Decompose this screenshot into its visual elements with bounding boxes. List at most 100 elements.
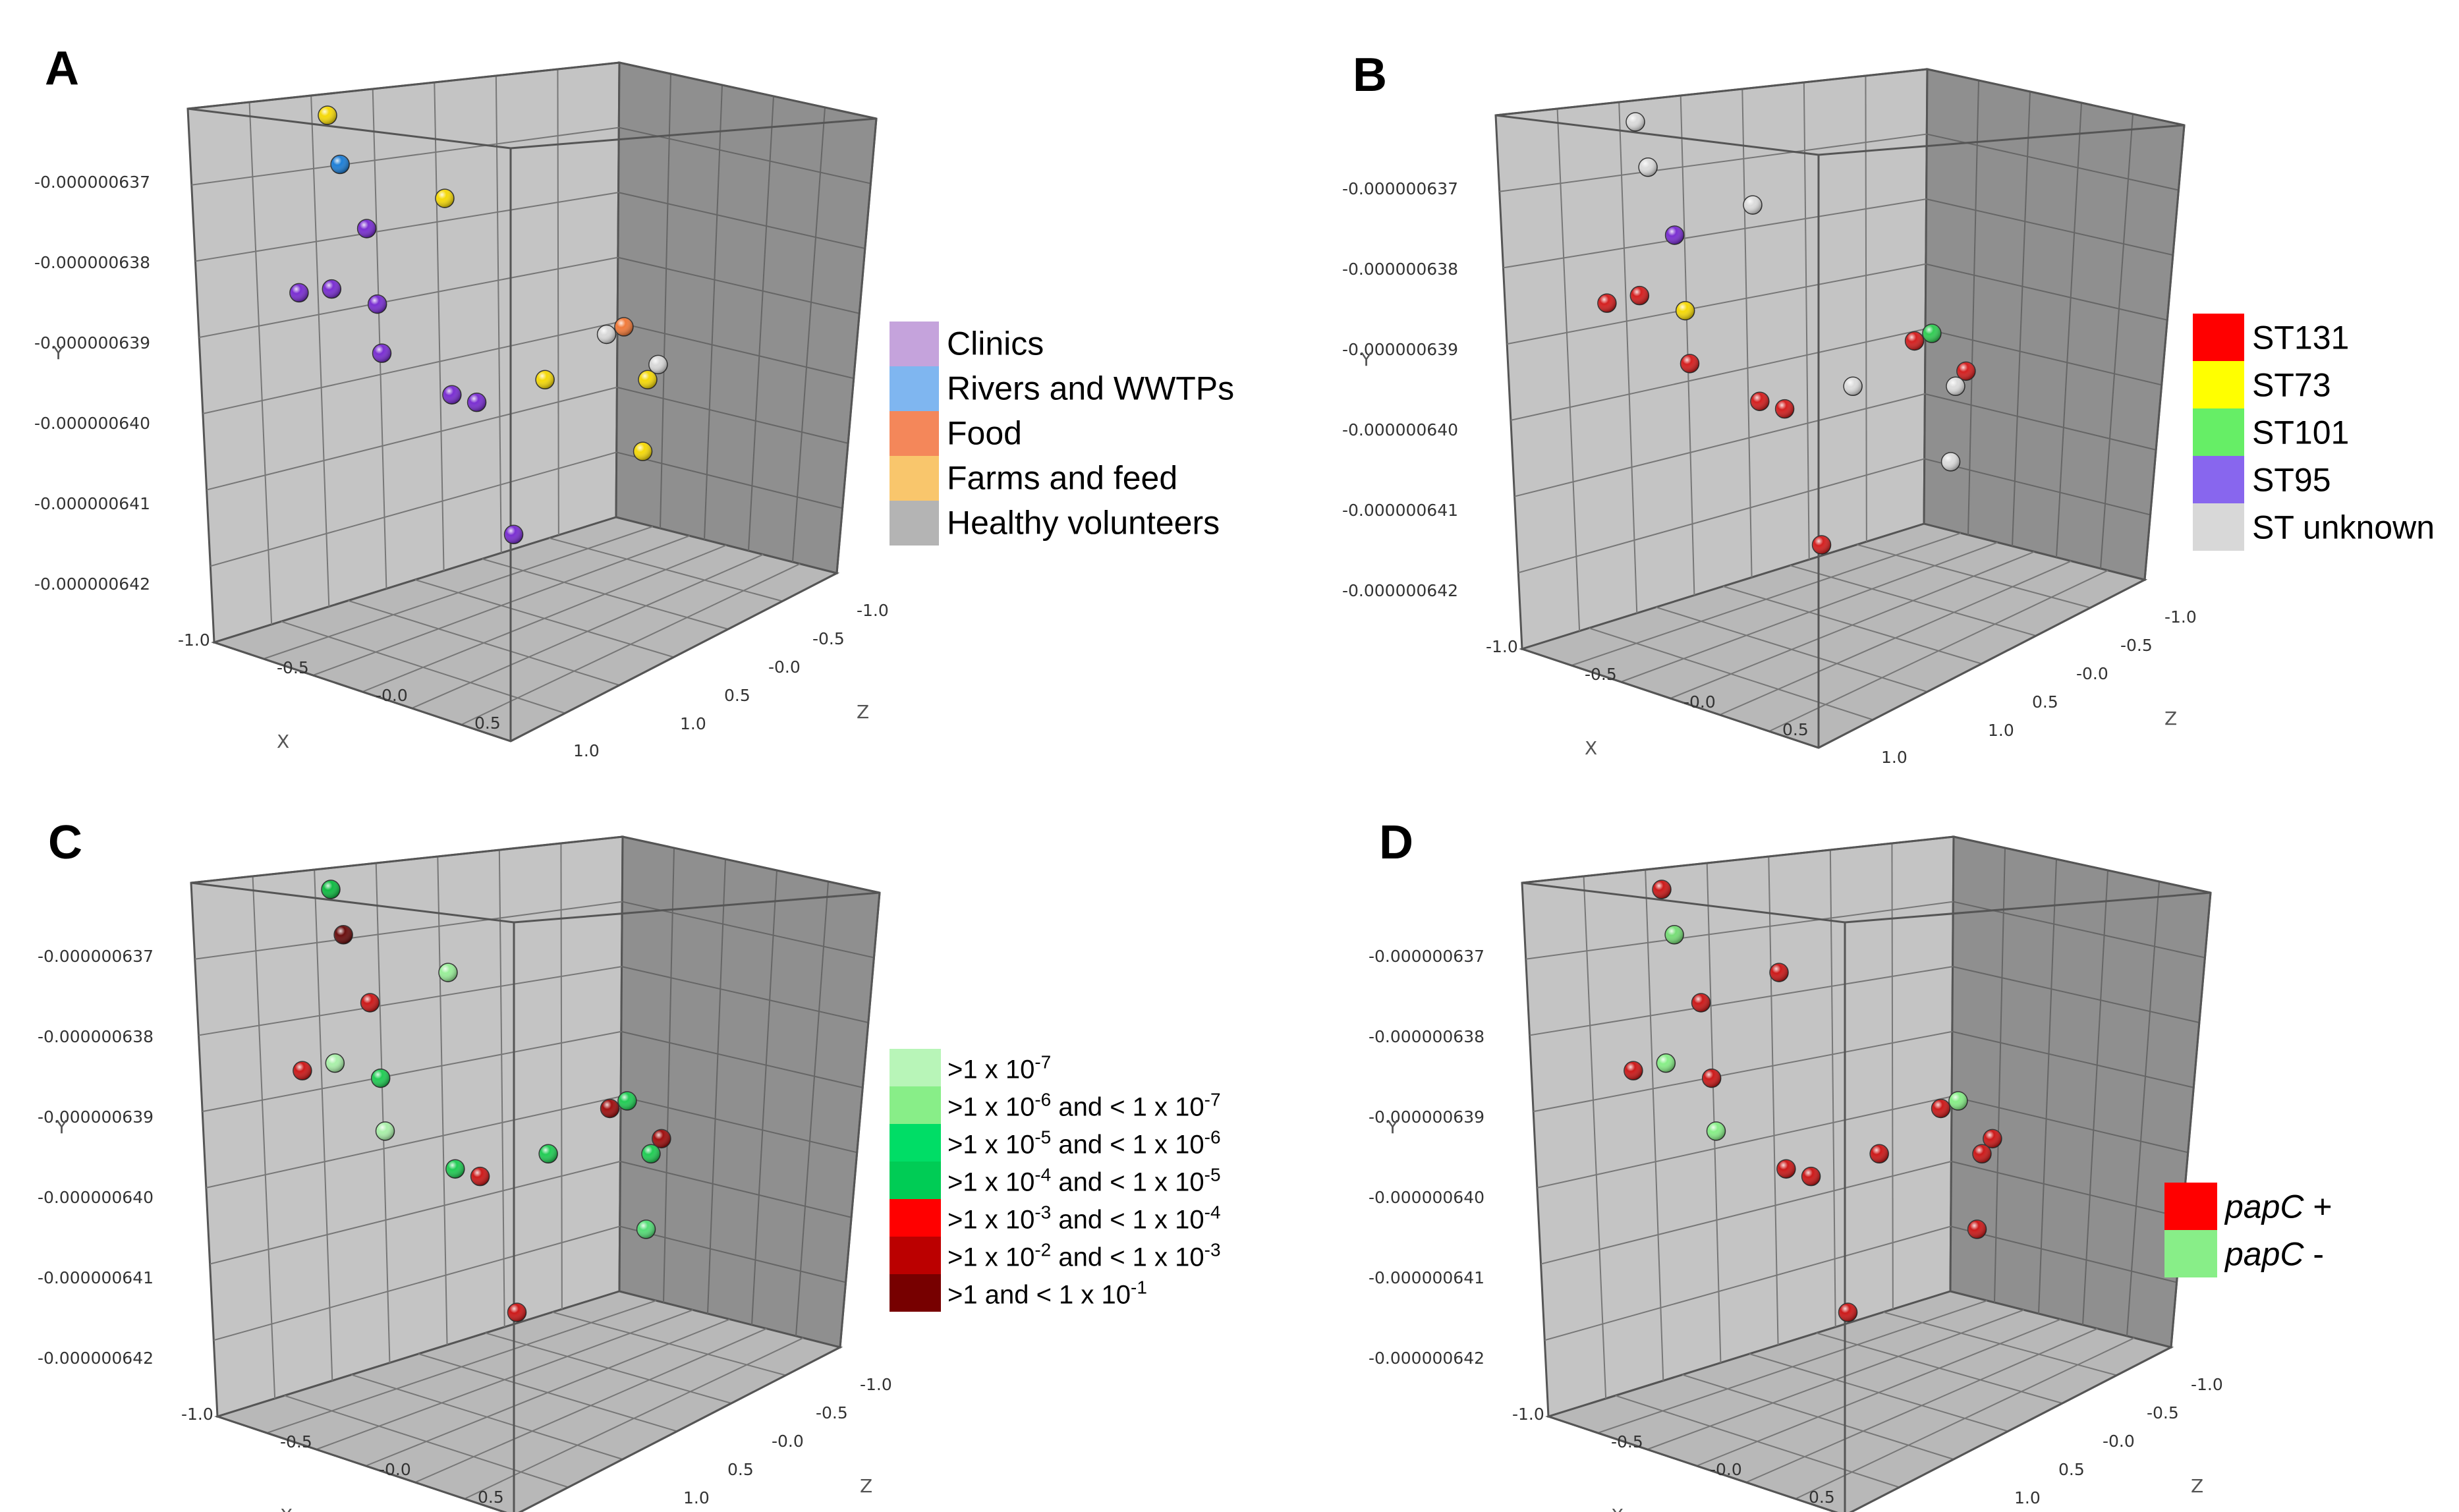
grid-line [213,1225,620,1341]
z-tick-label: -0.5 [2120,636,2153,655]
data-point-shade [372,344,391,363]
y-tick-label: -0.000000637 [34,173,150,192]
legend-swatch [890,501,939,546]
data-point-shade [1941,452,1960,471]
grid-line [464,1337,804,1499]
y-tick-label: -0.000000639 [34,333,150,352]
data-point-shade [1665,925,1684,944]
grid-line [1829,849,1836,1328]
data-point-shade [539,1144,558,1163]
x-tick-label: 1.0 [1881,748,1908,767]
legend-swatch [2164,1183,2217,1230]
panel-d: D -0.000000637 -0.000000638 -0.000000639 -0.… [1369,816,2332,1512]
grid-line [2126,881,2160,1337]
grid-line [620,1096,857,1154]
grid-line [1994,847,2006,1303]
y-axis-label: Y [1386,1116,1399,1138]
data-point-shade [322,279,341,298]
data-point-shade [1702,1069,1721,1088]
x-tick-label: 0.5 [1782,720,1809,739]
legend-label: >1 x 10-7 [947,1051,1051,1084]
legend-swatch [890,322,939,366]
grid-line [618,192,866,250]
grid-line [198,256,619,339]
y-tick-label: -0.000000638 [1342,260,1458,279]
grid-line [707,858,726,1314]
data-point-shade [442,385,461,405]
data-point-shade [470,1167,490,1186]
z-tick-label: -1.0 [857,601,889,620]
x-tick-label: 0.5 [474,714,501,733]
legend-label: >1 x 10-3 and < 1 x 10-4 [947,1202,1221,1235]
data-point-shade [331,155,350,174]
x-tick-label: -1.0 [181,1405,213,1424]
grid-line [620,1160,852,1218]
x-tick-label: -0.0 [1683,692,1716,712]
grid-line [1951,1160,2183,1218]
y-tick-label: -0.000000637 [1369,947,1484,966]
box-edge [1849,1346,2172,1512]
x-tick-label: 1.0 [573,741,600,760]
z-tick-label: -0.0 [2103,1432,2135,1451]
grid-line [1924,458,2151,516]
x-tick-label: -1.0 [178,630,210,650]
legend-swatch [890,1274,941,1312]
z-tick-label: 0.5 [2032,692,2058,712]
data-point-shade [636,1219,656,1239]
y-axis-label: Y [55,1116,68,1138]
grid-line [1795,1337,2135,1499]
legend-swatch [890,1237,941,1274]
data-point-shade [1931,1099,1950,1118]
grid-line [434,82,445,571]
legend-label: >1 x 10-2 and < 1 x 10-3 [947,1239,1221,1272]
data-point-shade [445,1160,465,1179]
grid-line [1529,966,1953,1036]
data-point-shade [368,294,387,314]
legend-swatch [2193,456,2244,503]
data-point-shade [1676,301,1695,320]
grid-line [621,966,869,1024]
data-point-shade [1812,536,1831,555]
data-point-shade [293,1061,312,1080]
box-edge [518,1346,841,1512]
z-tick-label: -1.0 [860,1375,892,1394]
y-tick-label: -0.000000637 [1342,179,1458,198]
grid-line [1768,856,1779,1345]
grid-line [1706,862,1722,1363]
z-axis-label: Z [2164,708,2177,729]
y-tick-label: -0.000000639 [1369,1107,1484,1127]
panel-letter: B [1353,49,1387,101]
grid-line [206,386,617,491]
legend-label: >1 x 10-5 and < 1 x 10-6 [947,1127,1221,1160]
x-axis-label: X [277,731,289,752]
y-tick-label: -0.000000638 [38,1027,154,1046]
box-edge [1548,1415,1838,1512]
legend-swatch [890,456,939,501]
grid-line [1645,869,1664,1381]
grid-line [191,126,619,186]
data-point-shade [318,106,337,125]
box-edge [217,1415,507,1512]
data-point-shade [436,189,455,208]
grid-line [2012,91,2031,547]
legend-label: Rivers and WWTPs [947,370,1234,406]
y-tick-label: -0.000000642 [38,1349,154,1368]
x-tick-label: -0.0 [1710,1460,1742,1479]
box-edge [213,641,511,742]
legend-label: Healthy volunteers [947,504,1220,541]
data-point-shade [360,993,380,1012]
right-wall [1923,68,2186,581]
z-axis-label: Z [2191,1475,2203,1497]
z-tick-label: -0.0 [772,1432,804,1451]
grid-line [660,73,671,529]
grid-line [1768,569,2108,732]
data-point-shade [617,1092,636,1111]
grid-line [1618,101,1638,613]
data-point-shade [1750,392,1769,411]
y-tick-label: -0.000000640 [1369,1188,1484,1207]
data-point-shade [376,1121,395,1140]
legend-swatch [890,411,939,456]
z-tick-label: 1.0 [683,1488,710,1507]
grid-line [314,869,333,1381]
z-tick-label: 1.0 [680,714,706,733]
